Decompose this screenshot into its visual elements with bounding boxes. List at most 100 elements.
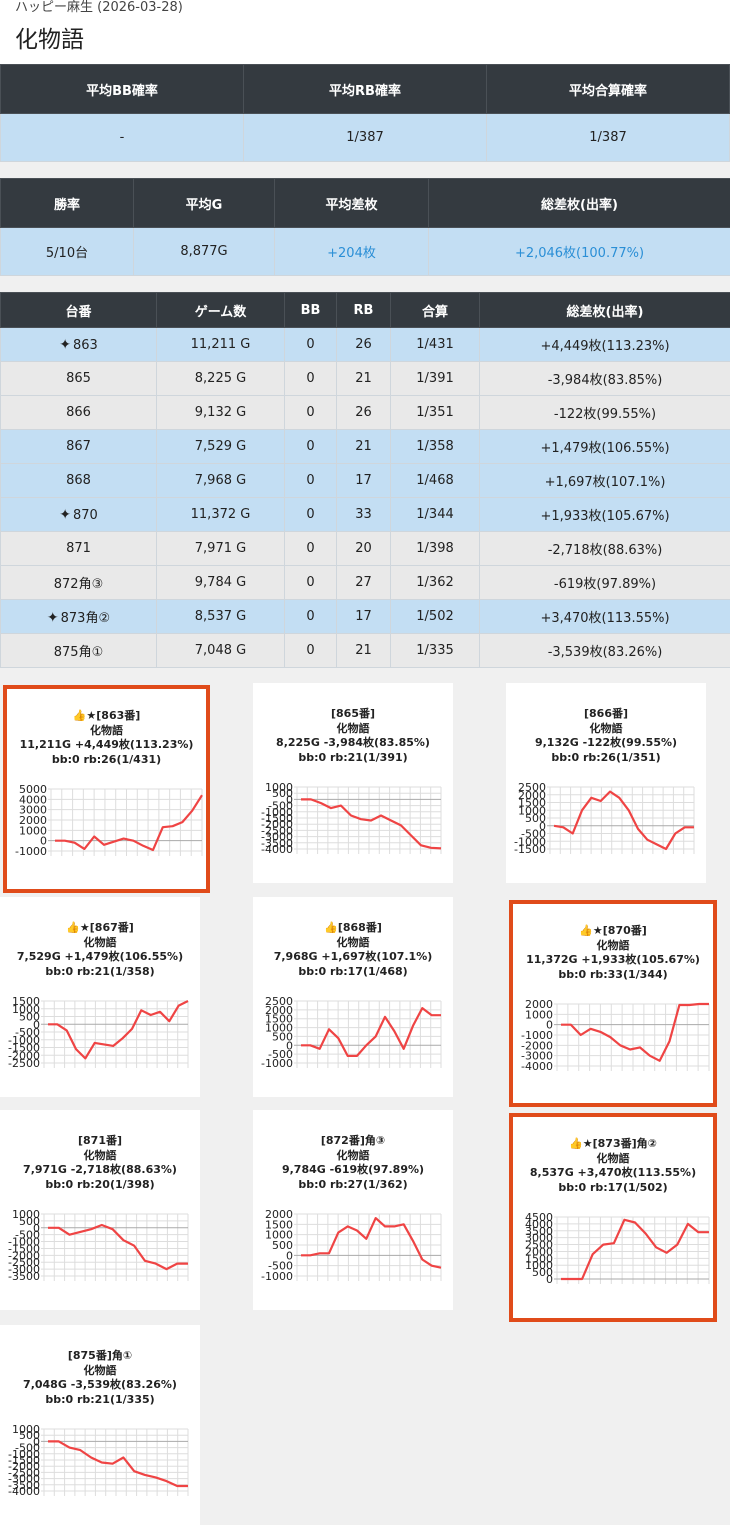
y-tick-label: -3000 <box>8 1473 40 1486</box>
y-tick-label: 500 <box>19 1215 40 1228</box>
y-tick-label: 1000 <box>19 824 47 837</box>
chart-bonus: bb:0 rb:17(1/468) <box>298 964 408 978</box>
chart-card[interactable]: 👍★[873番]角② 化物語 8,537G +3,470枚(113.55%) bb:0… <box>509 1113 717 1322</box>
table-row[interactable]: 871 7,971 G 0 20 1/398 -2,718枚(88.63%) <box>0 531 730 566</box>
y-tick-label: -4000 <box>8 1485 40 1498</box>
chart-card[interactable]: [871番] 化物語 7,971G -2,718枚(88.63%) bb:0 rb:2… <box>0 1110 200 1310</box>
y-tick-label: -2500 <box>261 824 293 837</box>
chart-bonus: bb:0 rb:26(1/351) <box>551 750 661 764</box>
bb-cell-text: 0 <box>306 609 315 624</box>
bb-cell-text: 0 <box>306 507 315 522</box>
col-header: 勝率 <box>0 178 134 228</box>
games-cell: 7,971 G <box>156 531 285 566</box>
y-tick-label: 0 <box>40 835 47 848</box>
bb-cell-text: 0 <box>306 473 315 488</box>
rb-cell-text: 17 <box>355 473 372 488</box>
total-prob-cell-text: 1/335 <box>416 643 454 658</box>
series-line <box>561 1002 709 1062</box>
chart-card[interactable]: [865番] 化物語 8,225G -3,984枚(83.85%) bb:0 rb:2… <box>253 683 453 883</box>
diff-cell-text: +4,449枚(113.23%) <box>540 339 670 354</box>
games-cell-text: 11,211 G <box>190 337 251 352</box>
total-prob-cell: 1/391 <box>390 361 480 396</box>
table-row[interactable]: ✦ 870 11,372 G 0 33 1/344 +1,933枚(105.67%) <box>0 497 730 532</box>
col-header: 総差枚(出率) <box>428 178 730 228</box>
y-tick-label: -500 <box>268 800 293 813</box>
page-title: 化物語 <box>15 27 84 53</box>
bb-cell: 0 <box>284 633 337 668</box>
table-row[interactable]: 866 9,132 G 0 26 1/351 -122枚(99.55%) <box>0 395 730 430</box>
chart-title: [865番] <box>330 707 376 720</box>
y-tick-label: -500 <box>521 828 546 841</box>
table-row[interactable]: 872角③ 9,784 G 0 27 1/362 -619枚(97.89%) <box>0 565 730 600</box>
table-row[interactable]: 867 7,529 G 0 21 1/358 +1,479枚(106.55%) <box>0 429 730 464</box>
col-header: RB <box>336 292 391 328</box>
chart-title: 👍★[870番] <box>579 924 647 937</box>
machine-number-text: 866 <box>66 405 91 420</box>
machines-table: 台番 ゲーム数 BB RB 合算 総差枚(出率) ✦ 863 11,211 G 0 26… <box>0 292 730 668</box>
chart-subtitle: 化物語 <box>596 1151 630 1165</box>
bb-cell-text: 0 <box>306 371 315 386</box>
y-tick-label: -1000 <box>514 835 546 848</box>
chart-card[interactable]: 👍[868番] 化物語 7,968G +1,697枚(107.1%) bb:0 rb:… <box>253 897 453 1097</box>
avg-games: 8,877G <box>133 227 275 276</box>
total-prob-cell-text: 1/344 <box>416 507 454 522</box>
table-row[interactable]: 875角① 7,048 G 0 21 1/335 -3,539枚(83.26%) <box>0 633 730 668</box>
series-line <box>301 1006 441 1058</box>
total-prob-cell: 1/358 <box>390 429 480 464</box>
series-line <box>301 1216 442 1269</box>
total-prob-cell: 1/468 <box>390 463 480 498</box>
chart-card[interactable]: 👍★[867番] 化物語 7,529G +1,479枚(106.55%) bb:0 r… <box>0 897 200 1097</box>
games-cell: 9,132 G <box>156 395 285 430</box>
total-prob-cell: 1/344 <box>390 497 480 532</box>
chart-title: 👍★[867番] <box>66 921 134 934</box>
y-tick-label: 500 <box>272 1030 293 1043</box>
chart-card[interactable]: 👍★[863番] 化物語 11,211G +4,449枚(113.23%) bb:0 … <box>3 685 210 893</box>
y-tick-label: -2500 <box>8 1256 40 1269</box>
games-cell-text: 7,048 G <box>194 643 247 658</box>
total-prob-cell-text: 1/351 <box>416 405 454 420</box>
chart-bonus: bb:0 rb:27(1/362) <box>298 1177 408 1191</box>
table-row[interactable]: 865 8,225 G 0 21 1/391 -3,984枚(83.85%) <box>0 361 730 396</box>
y-tick-label: -2000 <box>521 1039 553 1052</box>
series-line <box>48 1440 188 1488</box>
y-tick-label: -3500 <box>8 1270 40 1283</box>
games-cell: 11,211 G <box>156 327 285 362</box>
chart-card[interactable]: [875番]角① 化物語 7,048G -3,539枚(83.26%) bb:0 rb… <box>0 1325 200 1525</box>
table-row[interactable]: 868 7,968 G 0 17 1/468 +1,697枚(107.1%) <box>0 463 730 498</box>
y-tick-label: -1000 <box>8 1448 40 1461</box>
rb-cell: 21 <box>336 361 391 396</box>
y-tick-label: 2500 <box>525 1239 553 1252</box>
bb-cell: 0 <box>284 361 337 396</box>
games-cell-text: 9,784 G <box>194 575 247 590</box>
games-cell-text: 7,968 G <box>194 473 247 488</box>
y-tick-label: 0 <box>33 1435 40 1448</box>
col-header: 平均合算確率 <box>486 64 730 114</box>
y-tick-label: 0 <box>539 820 546 833</box>
y-tick-label: 0 <box>286 1039 293 1052</box>
rb-cell-text: 21 <box>355 439 372 454</box>
bb-cell-text: 0 <box>306 439 315 454</box>
machine-number-text: 863 <box>72 337 98 353</box>
y-tick-label: -1000 <box>261 806 293 819</box>
rb-cell-text: 33 <box>355 507 372 522</box>
games-cell: 8,225 G <box>156 361 285 396</box>
y-tick-label: 500 <box>525 812 546 825</box>
total-prob-cell: 1/362 <box>390 565 480 600</box>
diff-cell: +1,479枚(106.55%) <box>479 429 730 464</box>
rb-cell-text: 21 <box>355 371 372 386</box>
y-tick-label: 2500 <box>265 995 293 1008</box>
y-tick-label: -2000 <box>261 818 293 831</box>
machine-number: ✦ 863 <box>0 327 157 362</box>
y-tick-label: 0 <box>546 1273 553 1286</box>
avg-total-prob: 1/387 <box>486 113 730 162</box>
chart-grid: 👍★[863番] 化物語 11,211G +4,449枚(113.23%) bb:0 … <box>0 667 730 1525</box>
y-tick-label: 4500 <box>525 1211 553 1224</box>
table-row[interactable]: ✦ 873角② 8,537 G 0 17 1/502 +3,470枚(113.55%) <box>0 599 730 634</box>
chart-card[interactable]: [866番] 化物語 9,132G -122枚(99.55%) bb:0 rb:26(… <box>506 683 706 883</box>
total-prob-cell-text: 1/362 <box>416 575 454 590</box>
chart-card[interactable]: 👍★[870番] 化物語 11,372G +1,933枚(105.67%) bb:0 … <box>509 900 717 1107</box>
total-prob-cell-text: 1/468 <box>416 473 454 488</box>
chart-card[interactable]: [872番]角③ 化物語 9,784G -619枚(97.89%) bb:0 rb:2… <box>253 1110 453 1310</box>
table-row[interactable]: ✦ 863 11,211 G 0 26 1/431 +4,449枚(113.23%) <box>0 327 730 362</box>
